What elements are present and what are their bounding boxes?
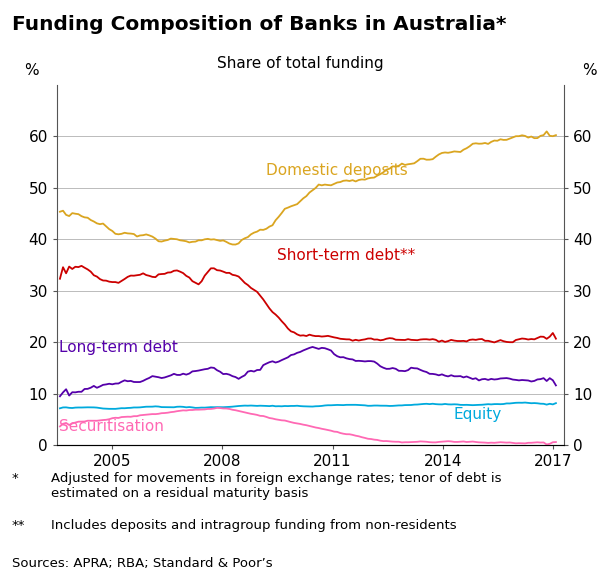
Text: Funding Composition of Banks in Australia*: Funding Composition of Banks in Australi… (12, 15, 506, 33)
Text: %: % (24, 63, 38, 78)
Text: Securitisation: Securitisation (59, 419, 164, 434)
Text: *: * (12, 472, 19, 485)
Text: Short-term debt**: Short-term debt** (277, 248, 416, 263)
Text: %: % (583, 63, 597, 78)
Text: Adjusted for movements in foreign exchange rates; tenor of debt is
estimated on : Adjusted for movements in foreign exchan… (51, 472, 502, 500)
Text: Includes deposits and intragroup funding from non-residents: Includes deposits and intragroup funding… (51, 519, 457, 532)
Text: Share of total funding: Share of total funding (217, 56, 383, 71)
Text: Domestic deposits: Domestic deposits (266, 163, 408, 178)
Text: **: ** (12, 519, 25, 532)
Text: Sources: APRA; RBA; Standard & Poor’s: Sources: APRA; RBA; Standard & Poor’s (12, 557, 272, 570)
Text: Equity: Equity (454, 407, 502, 422)
Text: Long-term debt: Long-term debt (59, 340, 178, 355)
